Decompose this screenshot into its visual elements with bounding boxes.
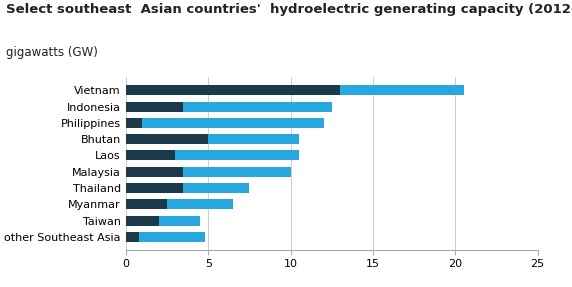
Bar	[126, 150, 175, 160]
Bar	[126, 167, 184, 177]
Bar	[126, 199, 167, 209]
Bar	[126, 118, 142, 128]
Bar	[167, 199, 233, 209]
Bar	[126, 183, 184, 193]
Bar	[126, 216, 159, 226]
Bar	[126, 134, 208, 144]
Bar	[126, 85, 340, 95]
Bar	[159, 216, 200, 226]
Bar	[175, 150, 299, 160]
Bar	[142, 118, 324, 128]
Bar	[184, 167, 291, 177]
Bar	[340, 85, 463, 95]
Bar	[208, 134, 299, 144]
Bar	[139, 232, 205, 242]
Text: gigawatts (GW): gigawatts (GW)	[6, 46, 98, 59]
Bar	[126, 102, 184, 112]
Bar	[126, 232, 139, 242]
Bar	[184, 183, 249, 193]
Text: Select southeast  Asian countries'  hydroelectric generating capacity (2012-20): Select southeast Asian countries' hydroe…	[6, 3, 572, 16]
Bar	[184, 102, 332, 112]
